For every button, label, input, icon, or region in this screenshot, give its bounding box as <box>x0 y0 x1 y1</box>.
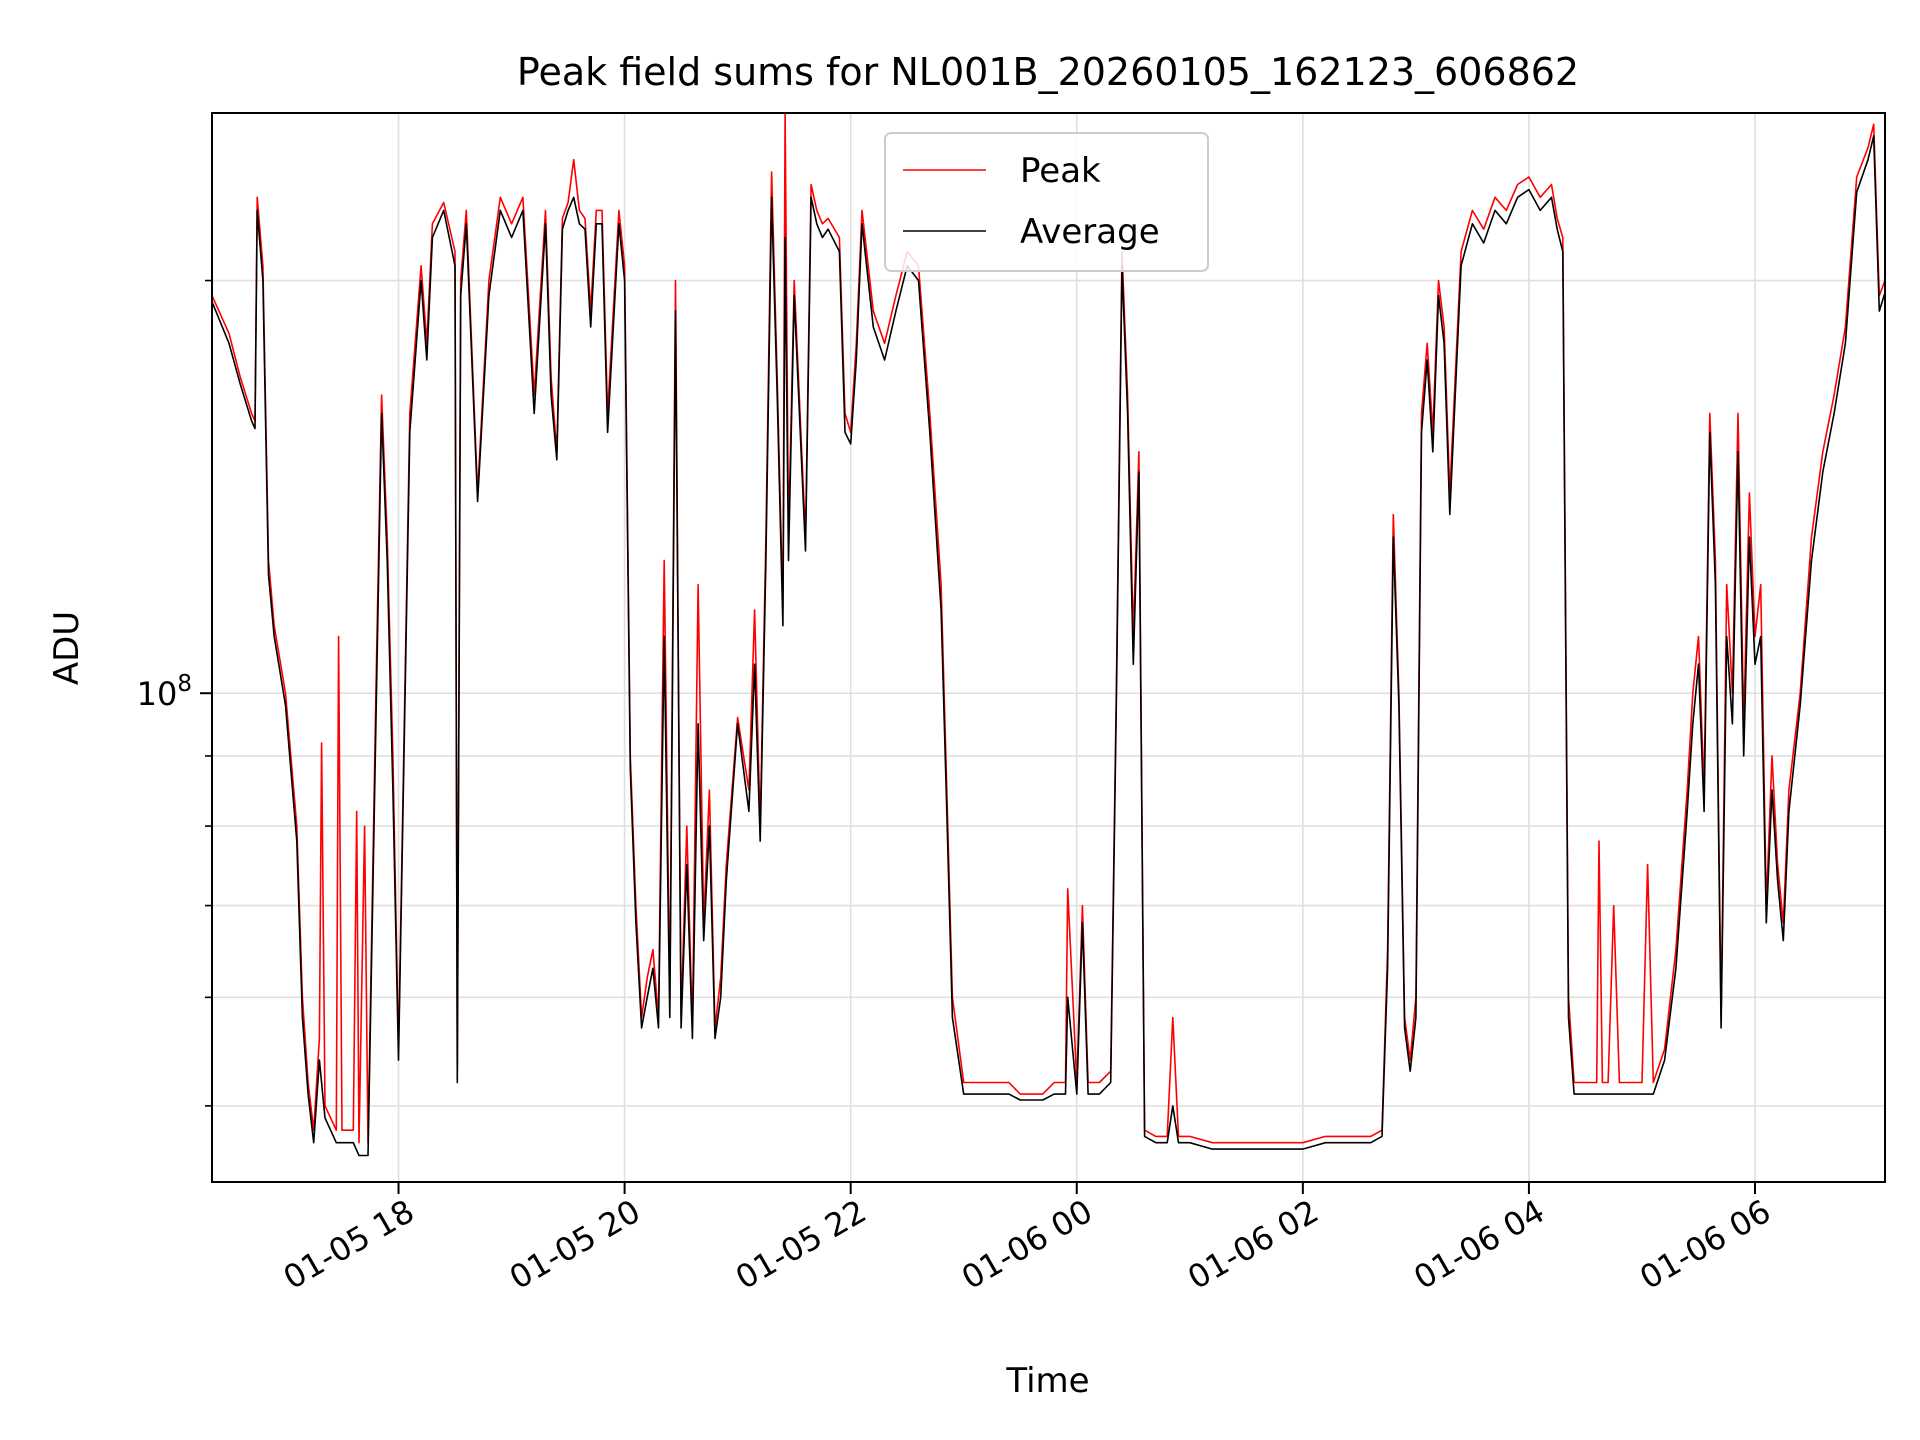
legend: Peak Average <box>885 133 1208 271</box>
legend-label-average: Average <box>1020 212 1160 252</box>
x-axis-label: Time <box>1005 1361 1089 1401</box>
y-axis-label: ADU <box>47 611 87 685</box>
chart: 01-05 18 01-05 20 01-05 22 01-06 00 01-06 02… <box>0 0 1920 1440</box>
chart-title: Peak field sums for NL001B_20260105_1621… <box>517 50 1579 94</box>
legend-label-peak: Peak <box>1020 151 1101 191</box>
